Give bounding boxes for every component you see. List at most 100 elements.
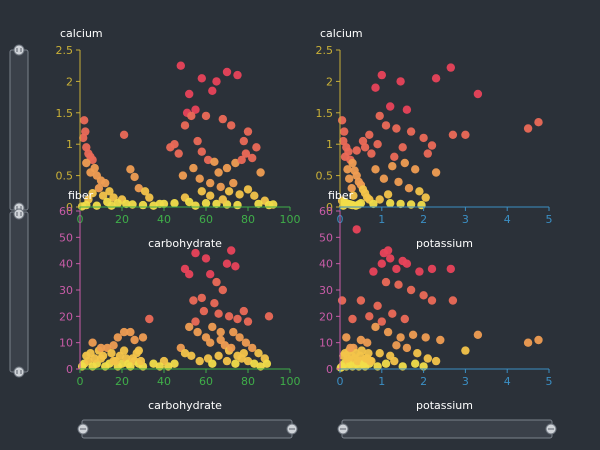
data-point[interactable] bbox=[130, 172, 139, 182]
data-point[interactable] bbox=[222, 67, 232, 77]
data-point[interactable] bbox=[235, 190, 244, 199]
data-point[interactable] bbox=[208, 359, 217, 368]
data-point[interactable] bbox=[348, 158, 357, 168]
data-point[interactable] bbox=[427, 141, 437, 150]
data-point[interactable] bbox=[243, 127, 253, 136]
data-point[interactable] bbox=[402, 259, 412, 268]
data-point[interactable] bbox=[383, 190, 393, 199]
data-point[interactable] bbox=[419, 291, 428, 300]
data-point[interactable] bbox=[203, 155, 213, 165]
data-point[interactable] bbox=[119, 327, 129, 337]
data-point[interactable] bbox=[233, 200, 242, 210]
data-point[interactable] bbox=[417, 200, 426, 210]
data-point[interactable] bbox=[197, 187, 206, 196]
data-point[interactable] bbox=[201, 199, 211, 208]
data-point[interactable] bbox=[446, 264, 455, 274]
data-point[interactable] bbox=[388, 309, 397, 318]
data-point[interactable] bbox=[365, 356, 375, 366]
data-point[interactable] bbox=[250, 359, 259, 368]
data-point[interactable] bbox=[191, 201, 200, 210]
data-point[interactable] bbox=[229, 178, 238, 188]
data-point[interactable] bbox=[396, 199, 405, 209]
data-point[interactable] bbox=[208, 322, 217, 332]
data-point[interactable] bbox=[340, 127, 349, 136]
data-point[interactable] bbox=[356, 296, 366, 305]
data-point[interactable] bbox=[191, 105, 200, 114]
data-point[interactable] bbox=[82, 143, 91, 152]
data-point[interactable] bbox=[119, 130, 129, 139]
data-point[interactable] bbox=[349, 191, 358, 200]
data-point[interactable] bbox=[250, 191, 259, 200]
data-point[interactable] bbox=[187, 111, 196, 121]
data-point[interactable] bbox=[145, 314, 154, 324]
data-point[interactable] bbox=[339, 201, 348, 210]
data-point[interactable] bbox=[189, 296, 198, 305]
data-point[interactable] bbox=[534, 118, 543, 127]
data-point[interactable] bbox=[195, 356, 204, 366]
data-point[interactable] bbox=[363, 338, 372, 347]
horizontal-zoom-slider-right[interactable] bbox=[337, 419, 557, 439]
data-point[interactable] bbox=[243, 317, 253, 326]
data-point[interactable] bbox=[166, 143, 175, 152]
data-point[interactable] bbox=[107, 201, 116, 210]
data-point[interactable] bbox=[174, 149, 183, 158]
data-point[interactable] bbox=[473, 330, 483, 339]
data-point[interactable] bbox=[523, 124, 533, 133]
data-point[interactable] bbox=[136, 356, 146, 366]
data-point[interactable] bbox=[367, 149, 376, 158]
data-point[interactable] bbox=[352, 146, 361, 155]
data-point[interactable] bbox=[252, 143, 261, 152]
data-point[interactable] bbox=[431, 74, 441, 83]
data-point[interactable] bbox=[360, 143, 370, 152]
data-point[interactable] bbox=[383, 246, 393, 255]
data-point[interactable] bbox=[170, 359, 179, 368]
data-point[interactable] bbox=[256, 168, 265, 177]
data-point[interactable] bbox=[375, 349, 384, 358]
data-point[interactable] bbox=[193, 327, 202, 337]
data-point[interactable] bbox=[98, 191, 108, 200]
horizontal-zoom-handle-right-start[interactable] bbox=[337, 423, 349, 435]
data-point[interactable] bbox=[193, 136, 202, 146]
data-point[interactable] bbox=[206, 191, 215, 200]
data-point[interactable] bbox=[392, 264, 401, 274]
data-point[interactable] bbox=[392, 341, 401, 350]
data-point[interactable] bbox=[134, 184, 143, 193]
data-point[interactable] bbox=[402, 343, 412, 353]
data-point[interactable] bbox=[233, 351, 242, 360]
data-point[interactable] bbox=[421, 333, 430, 342]
data-point[interactable] bbox=[419, 133, 428, 143]
data-point[interactable] bbox=[92, 201, 102, 210]
data-point[interactable] bbox=[398, 362, 407, 371]
data-point[interactable] bbox=[377, 259, 386, 268]
data-point[interactable] bbox=[214, 168, 223, 177]
data-point[interactable] bbox=[431, 168, 441, 177]
data-point[interactable] bbox=[113, 333, 123, 342]
data-point[interactable] bbox=[155, 362, 164, 371]
data-point[interactable] bbox=[398, 143, 407, 152]
data-point[interactable] bbox=[105, 187, 114, 196]
data-point[interactable] bbox=[212, 77, 221, 86]
data-point[interactable] bbox=[419, 362, 428, 371]
data-point[interactable] bbox=[421, 193, 430, 202]
data-point[interactable] bbox=[415, 187, 424, 196]
data-point[interactable] bbox=[436, 335, 445, 345]
data-point[interactable] bbox=[243, 356, 253, 366]
data-point[interactable] bbox=[119, 346, 129, 355]
data-point[interactable] bbox=[109, 341, 118, 350]
data-point[interactable] bbox=[216, 182, 225, 192]
data-point[interactable] bbox=[191, 317, 200, 326]
data-point[interactable] bbox=[88, 155, 97, 165]
data-point[interactable] bbox=[394, 177, 403, 187]
data-point[interactable] bbox=[373, 362, 382, 371]
data-point[interactable] bbox=[423, 149, 432, 158]
data-point[interactable] bbox=[345, 174, 354, 183]
data-point[interactable] bbox=[214, 309, 223, 318]
data-point[interactable] bbox=[195, 174, 204, 183]
data-point[interactable] bbox=[185, 322, 194, 332]
data-point[interactable] bbox=[199, 306, 209, 316]
data-point[interactable] bbox=[448, 296, 458, 305]
data-point[interactable] bbox=[239, 349, 248, 358]
data-point[interactable] bbox=[241, 149, 251, 158]
vertical-zoom-handle-top[interactable] bbox=[13, 44, 25, 56]
data-point[interactable] bbox=[212, 199, 221, 209]
